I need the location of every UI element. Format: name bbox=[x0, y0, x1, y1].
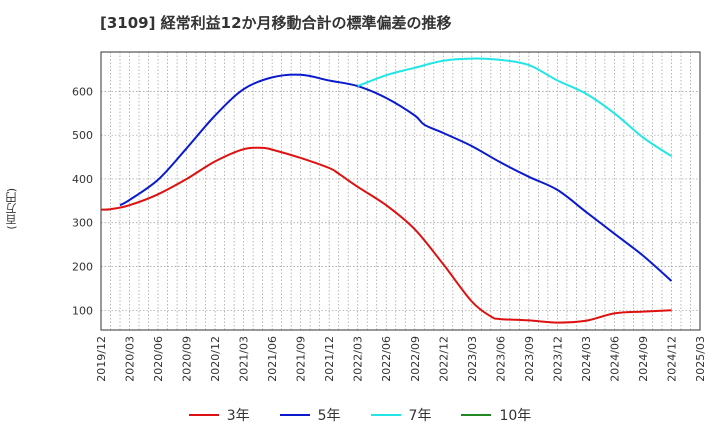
chart-title: [3109] 経常利益12か月移動合計の標準偏差の推移 bbox=[100, 14, 452, 32]
x-tick-label: 2020/06 bbox=[152, 336, 165, 382]
y-tick-label: 500 bbox=[72, 129, 93, 142]
y-tick-label: 400 bbox=[72, 173, 93, 186]
plot-frame bbox=[100, 51, 701, 331]
y-tick-label: 600 bbox=[72, 85, 93, 98]
x-tick-label: 2025/03 bbox=[694, 336, 707, 382]
legend-item: 7年 bbox=[370, 404, 432, 426]
x-tick-label: 2020/12 bbox=[209, 336, 222, 382]
legend-item: 3年 bbox=[188, 404, 250, 426]
x-tick-label: 2022/06 bbox=[380, 336, 393, 382]
x-tick-label: 2020/03 bbox=[124, 336, 137, 382]
legend-swatch bbox=[188, 414, 219, 416]
legend-item: 5年 bbox=[279, 404, 341, 426]
plot-area bbox=[101, 52, 700, 330]
series-line-3年 bbox=[100, 146, 672, 324]
series-line-5年 bbox=[119, 73, 673, 282]
x-tick-label: 2020/09 bbox=[181, 336, 194, 382]
legend-label: 10年 bbox=[499, 408, 532, 424]
x-tick-label: 2024/03 bbox=[580, 336, 593, 382]
x-tick-label: 2022/03 bbox=[352, 336, 365, 382]
legend-swatch bbox=[370, 414, 401, 416]
legend-swatch bbox=[279, 414, 310, 416]
legend-label: 3年 bbox=[226, 408, 250, 424]
legend-label: 5年 bbox=[317, 408, 341, 424]
x-tick-label: 2024/06 bbox=[608, 336, 621, 382]
x-tick-label: 2022/12 bbox=[437, 336, 450, 382]
x-tick-label: 2019/12 bbox=[95, 336, 108, 382]
chart-plot: 100 200 300 400 500 600 2019/12 2020/03 2020/06 2… bbox=[72, 51, 707, 382]
x-tick-label: 2024/12 bbox=[665, 336, 678, 382]
x-tick-label: 2023/03 bbox=[466, 336, 479, 382]
x-tick-label: 2021/03 bbox=[238, 336, 251, 382]
x-tick-label: 2023/06 bbox=[494, 336, 507, 382]
legend-label: 7年 bbox=[408, 408, 432, 424]
x-tick-label: 2024/09 bbox=[637, 336, 650, 382]
x-tick-label: 2022/09 bbox=[409, 336, 422, 382]
x-tick-label: 2023/09 bbox=[523, 336, 536, 382]
legend-item: 10年 bbox=[461, 404, 531, 426]
x-tick-label: 2021/09 bbox=[295, 336, 308, 382]
chart-legend: 3年 5年 7年 10年 bbox=[0, 404, 720, 426]
x-tick-label: 2021/06 bbox=[266, 336, 279, 382]
y-tick-label: 100 bbox=[72, 304, 93, 317]
y-tick-label: 200 bbox=[72, 261, 93, 274]
y-tick-label: 300 bbox=[72, 217, 93, 230]
series-line-7年 bbox=[357, 57, 673, 158]
x-tick-label: 2021/12 bbox=[323, 336, 336, 382]
x-tick-label: 2023/12 bbox=[551, 336, 564, 382]
legend-swatch bbox=[461, 414, 492, 416]
